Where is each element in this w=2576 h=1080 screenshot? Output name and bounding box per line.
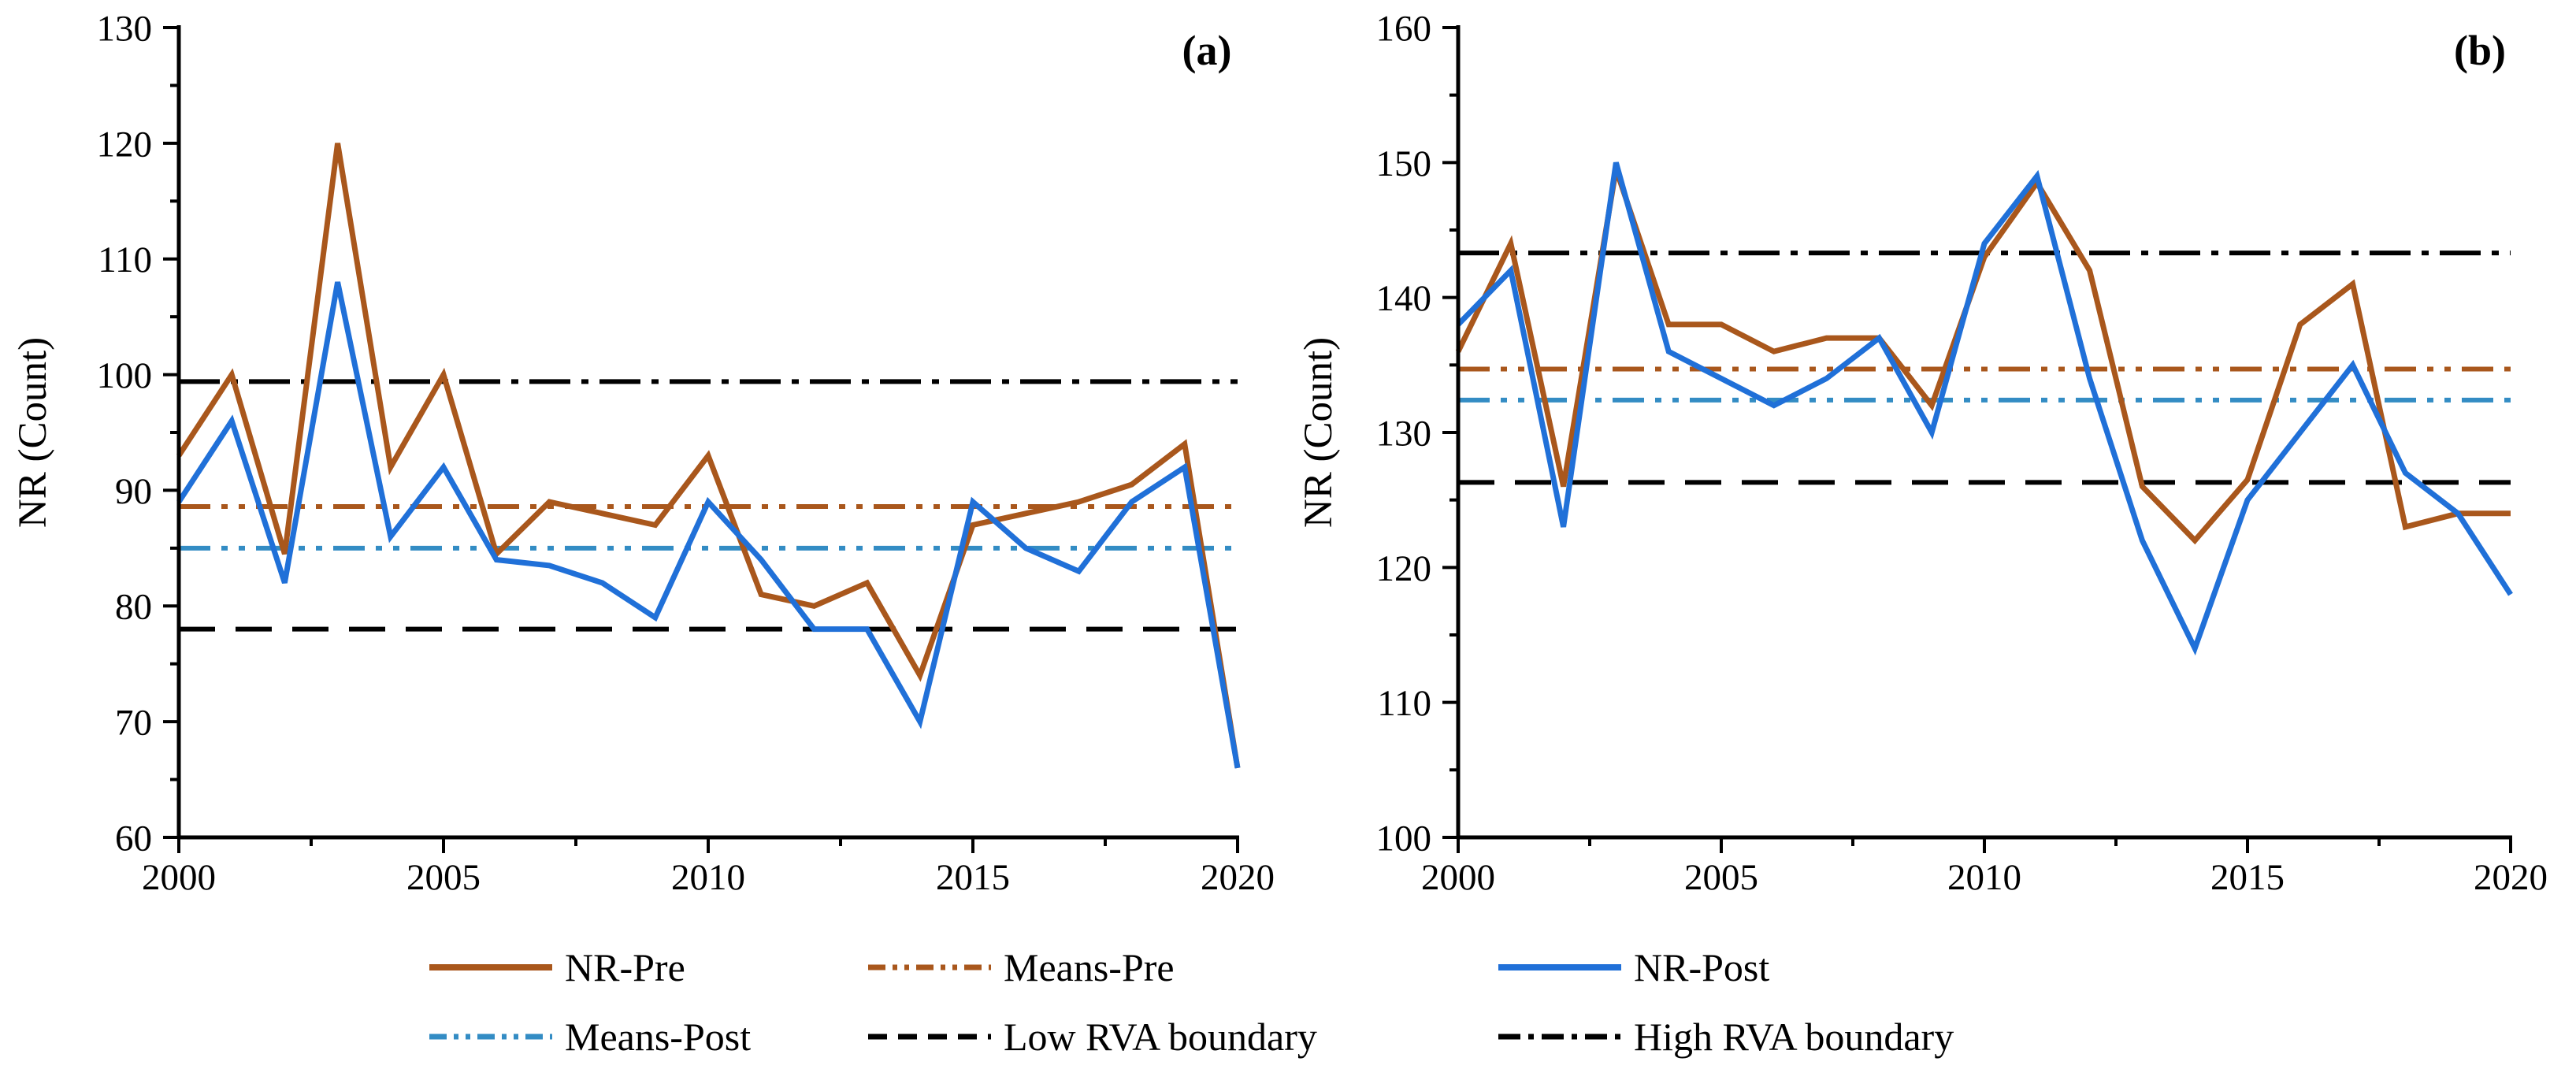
nr-post-line-sample (1498, 964, 1621, 971)
means-post-line-sample (429, 1034, 552, 1040)
panel-letter: (a) (1182, 27, 1232, 74)
nr-pre-line-sample (429, 964, 552, 971)
x-tick-label: 2000 (1421, 857, 1495, 898)
x-tick-label: 2010 (671, 857, 745, 898)
y-tick-label: 100 (1376, 818, 1432, 859)
x-tick-label: 2015 (2210, 857, 2285, 898)
legend-label-means-pre: Means-Pre (1004, 945, 1175, 989)
panel-b: 100 110 120 130 140 150 160 2000 2005 2010 2015 202… (1297, 8, 2548, 898)
panel-letter: (b) (2454, 27, 2506, 74)
y-tick-label: 90 (115, 471, 152, 512)
x-tick-label: 2015 (936, 857, 1010, 898)
y-tick-label: 160 (1376, 8, 1432, 49)
y-axis-title: NR (Count) (11, 337, 55, 528)
x-tick-label: 2010 (1947, 857, 2021, 898)
legend-item-low-rva: Low RVA boundary (867, 1011, 1317, 1062)
legend-item-means-post: Means-Post (428, 1011, 751, 1062)
legend-item-high-rva: High RVA boundary (1497, 1011, 1954, 1062)
series-nr-post (1456, 161, 2513, 656)
y-tick-label: 130 (1376, 413, 1432, 454)
x-tick-label: 2020 (2474, 857, 2548, 898)
series-nr-post (176, 281, 1241, 769)
x-tick-label: 2005 (406, 857, 481, 898)
y-tick-label: 120 (97, 124, 153, 165)
y-tick-label: 140 (1376, 278, 1432, 319)
y-tick-label: 100 (97, 355, 153, 396)
legend-label-high-rva: High RVA boundary (1634, 1015, 1954, 1059)
legend-item-nr-post: NR-Post (1497, 942, 1769, 993)
series-nr-pre (176, 143, 1241, 769)
legend-label-low-rva: Low RVA boundary (1004, 1015, 1317, 1059)
high-rva-line-sample (1498, 1034, 1621, 1040)
y-tick-label: 110 (98, 239, 152, 280)
x-tick-label: 2020 (1201, 857, 1275, 898)
y-tick-label: 150 (1376, 143, 1432, 184)
y-tick-label: 70 (115, 703, 152, 744)
legend-item-nr-pre: NR-Pre (428, 942, 685, 993)
y-axis-title: NR (Count) (1297, 337, 1341, 528)
low-rva-line-sample (868, 1034, 991, 1040)
x-tick-label: 2005 (1684, 857, 1758, 898)
y-tick-label: 80 (115, 587, 152, 628)
y-tick-label: 130 (97, 8, 153, 49)
y-tick-label: 110 (1377, 683, 1431, 724)
legend-label-nr-pre: NR-Pre (565, 945, 685, 989)
x-tick-label: 2000 (142, 857, 216, 898)
legend-item-means-pre: Means-Pre (867, 942, 1175, 993)
means-pre-line-sample (868, 964, 991, 971)
y-tick-label: 60 (115, 818, 152, 859)
y-tick-label: 120 (1376, 548, 1432, 589)
legend-label-nr-post: NR-Post (1634, 945, 1770, 989)
legend-label-means-post: Means-Post (565, 1015, 752, 1059)
panel-a: 60 70 80 90 100 110 120 130 2000 2005 2010 2015 2020… (11, 8, 1275, 898)
